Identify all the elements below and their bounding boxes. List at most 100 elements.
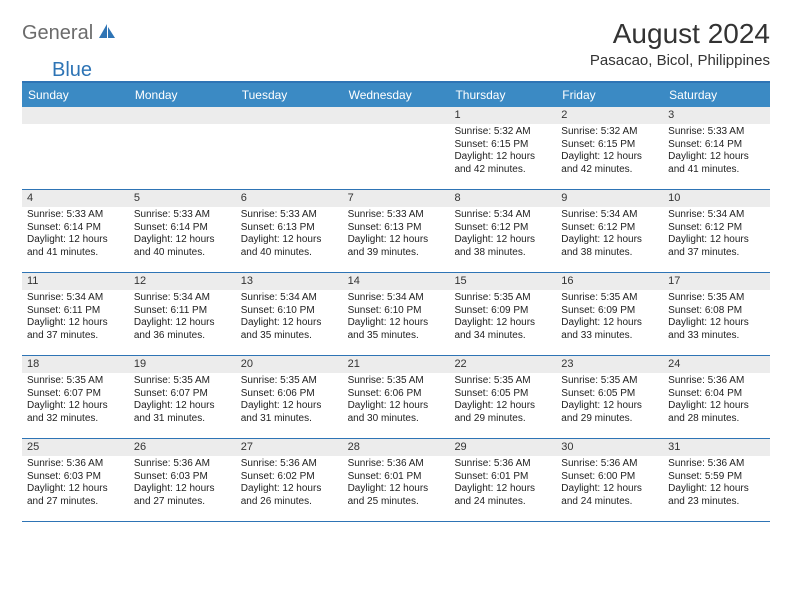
- day2-text: and 40 minutes.: [134, 247, 231, 260]
- day1-text: Daylight: 12 hours: [668, 400, 765, 413]
- day-number: 14: [343, 273, 450, 290]
- day-cell: 16Sunrise: 5:35 AMSunset: 6:09 PMDayligh…: [556, 273, 663, 355]
- day-cell: [129, 107, 236, 189]
- day1-text: Daylight: 12 hours: [134, 234, 231, 247]
- sunrise-text: Sunrise: 5:34 AM: [454, 209, 551, 222]
- day-details: Sunrise: 5:33 AMSunset: 6:14 PMDaylight:…: [22, 207, 129, 263]
- day1-text: Daylight: 12 hours: [668, 151, 765, 164]
- day-cell: 13Sunrise: 5:34 AMSunset: 6:10 PMDayligh…: [236, 273, 343, 355]
- day-number: [343, 107, 450, 124]
- day-header: Saturday: [663, 83, 770, 107]
- weeks-container: 1Sunrise: 5:32 AMSunset: 6:15 PMDaylight…: [22, 107, 770, 522]
- day-details: Sunrise: 5:35 AMSunset: 6:08 PMDaylight:…: [663, 290, 770, 346]
- day2-text: and 30 minutes.: [348, 413, 445, 426]
- sunset-text: Sunset: 6:14 PM: [134, 222, 231, 235]
- day1-text: Daylight: 12 hours: [454, 400, 551, 413]
- sunrise-text: Sunrise: 5:35 AM: [561, 375, 658, 388]
- day-cell: 18Sunrise: 5:35 AMSunset: 6:07 PMDayligh…: [22, 356, 129, 438]
- sunrise-text: Sunrise: 5:32 AM: [454, 126, 551, 139]
- sunset-text: Sunset: 6:07 PM: [27, 388, 124, 401]
- day-details: Sunrise: 5:36 AMSunset: 6:04 PMDaylight:…: [663, 373, 770, 429]
- day1-text: Daylight: 12 hours: [134, 400, 231, 413]
- day1-text: Daylight: 12 hours: [561, 483, 658, 496]
- day-cell: 7Sunrise: 5:33 AMSunset: 6:13 PMDaylight…: [343, 190, 450, 272]
- sunrise-text: Sunrise: 5:35 AM: [454, 375, 551, 388]
- day-number: 8: [449, 190, 556, 207]
- day-details: Sunrise: 5:36 AMSunset: 5:59 PMDaylight:…: [663, 456, 770, 512]
- day1-text: Daylight: 12 hours: [454, 483, 551, 496]
- day-number: 9: [556, 190, 663, 207]
- day1-text: Daylight: 12 hours: [561, 151, 658, 164]
- sunrise-text: Sunrise: 5:36 AM: [27, 458, 124, 471]
- day-details: Sunrise: 5:35 AMSunset: 6:09 PMDaylight:…: [556, 290, 663, 346]
- day-details: Sunrise: 5:36 AMSunset: 6:03 PMDaylight:…: [22, 456, 129, 512]
- day-cell: 6Sunrise: 5:33 AMSunset: 6:13 PMDaylight…: [236, 190, 343, 272]
- day2-text: and 40 minutes.: [241, 247, 338, 260]
- day-number: 12: [129, 273, 236, 290]
- day-number: 24: [663, 356, 770, 373]
- sunset-text: Sunset: 6:13 PM: [348, 222, 445, 235]
- sunrise-text: Sunrise: 5:35 AM: [348, 375, 445, 388]
- day-number: 18: [22, 356, 129, 373]
- sunrise-text: Sunrise: 5:34 AM: [561, 209, 658, 222]
- day-cell: 20Sunrise: 5:35 AMSunset: 6:06 PMDayligh…: [236, 356, 343, 438]
- sunset-text: Sunset: 6:01 PM: [454, 471, 551, 484]
- day1-text: Daylight: 12 hours: [134, 317, 231, 330]
- day2-text: and 33 minutes.: [561, 330, 658, 343]
- sunset-text: Sunset: 6:12 PM: [561, 222, 658, 235]
- logo-text-general: General: [22, 22, 93, 45]
- sunrise-text: Sunrise: 5:36 AM: [668, 458, 765, 471]
- day1-text: Daylight: 12 hours: [348, 317, 445, 330]
- day1-text: Daylight: 12 hours: [668, 483, 765, 496]
- day-number: 26: [129, 439, 236, 456]
- sunrise-text: Sunrise: 5:33 AM: [134, 209, 231, 222]
- sunset-text: Sunset: 6:03 PM: [27, 471, 124, 484]
- sunset-text: Sunset: 6:11 PM: [134, 305, 231, 318]
- sunrise-text: Sunrise: 5:33 AM: [348, 209, 445, 222]
- day-details: Sunrise: 5:33 AMSunset: 6:13 PMDaylight:…: [343, 207, 450, 263]
- week-row: 1Sunrise: 5:32 AMSunset: 6:15 PMDaylight…: [22, 107, 770, 190]
- day-details: Sunrise: 5:35 AMSunset: 6:07 PMDaylight:…: [129, 373, 236, 429]
- day1-text: Daylight: 12 hours: [241, 234, 338, 247]
- sunrise-text: Sunrise: 5:36 AM: [134, 458, 231, 471]
- day2-text: and 41 minutes.: [27, 247, 124, 260]
- day2-text: and 37 minutes.: [668, 247, 765, 260]
- day-details: Sunrise: 5:36 AMSunset: 6:03 PMDaylight:…: [129, 456, 236, 512]
- sunset-text: Sunset: 6:11 PM: [27, 305, 124, 318]
- sunset-text: Sunset: 6:09 PM: [561, 305, 658, 318]
- day-details: Sunrise: 5:36 AMSunset: 6:01 PMDaylight:…: [343, 456, 450, 512]
- day-number: 30: [556, 439, 663, 456]
- day1-text: Daylight: 12 hours: [241, 483, 338, 496]
- day-details: Sunrise: 5:33 AMSunset: 6:14 PMDaylight:…: [663, 124, 770, 180]
- location: Pasacao, Bicol, Philippines: [590, 52, 770, 69]
- day-cell: [236, 107, 343, 189]
- day-number: 10: [663, 190, 770, 207]
- day-cell: 24Sunrise: 5:36 AMSunset: 6:04 PMDayligh…: [663, 356, 770, 438]
- day-number: [22, 107, 129, 124]
- day2-text: and 25 minutes.: [348, 496, 445, 509]
- day-header-row: Sunday Monday Tuesday Wednesday Thursday…: [22, 83, 770, 107]
- day-header: Sunday: [22, 83, 129, 107]
- day2-text: and 27 minutes.: [27, 496, 124, 509]
- day2-text: and 27 minutes.: [134, 496, 231, 509]
- sunset-text: Sunset: 6:08 PM: [668, 305, 765, 318]
- logo-sail-icon: [97, 22, 117, 45]
- day2-text: and 35 minutes.: [241, 330, 338, 343]
- sunrise-text: Sunrise: 5:34 AM: [27, 292, 124, 305]
- title-block: August 2024 Pasacao, Bicol, Philippines: [590, 18, 770, 69]
- day-number: 6: [236, 190, 343, 207]
- day-number: 22: [449, 356, 556, 373]
- day2-text: and 26 minutes.: [241, 496, 338, 509]
- day-details: Sunrise: 5:36 AMSunset: 6:00 PMDaylight:…: [556, 456, 663, 512]
- day-cell: 23Sunrise: 5:35 AMSunset: 6:05 PMDayligh…: [556, 356, 663, 438]
- day-cell: 12Sunrise: 5:34 AMSunset: 6:11 PMDayligh…: [129, 273, 236, 355]
- day2-text: and 24 minutes.: [561, 496, 658, 509]
- sunset-text: Sunset: 6:12 PM: [668, 222, 765, 235]
- day-cell: 14Sunrise: 5:34 AMSunset: 6:10 PMDayligh…: [343, 273, 450, 355]
- sunset-text: Sunset: 6:13 PM: [241, 222, 338, 235]
- day-number: 11: [22, 273, 129, 290]
- day-number: [129, 107, 236, 124]
- day1-text: Daylight: 12 hours: [454, 317, 551, 330]
- sunset-text: Sunset: 6:01 PM: [348, 471, 445, 484]
- day1-text: Daylight: 12 hours: [27, 234, 124, 247]
